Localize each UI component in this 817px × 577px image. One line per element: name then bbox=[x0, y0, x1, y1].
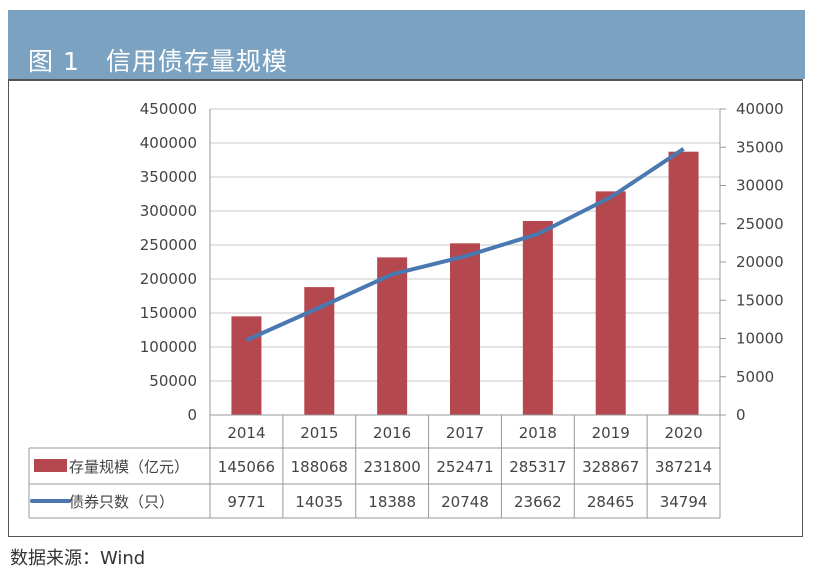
x-tick-label: 2020 bbox=[664, 424, 702, 442]
x-tick-label: 2014 bbox=[227, 424, 265, 442]
left-tick-label: 450000 bbox=[140, 100, 197, 118]
legend-bar-swatch bbox=[34, 459, 67, 472]
bar-2017 bbox=[450, 243, 480, 415]
right-tick-label: 5000 bbox=[736, 368, 774, 386]
x-tick-label: 2017 bbox=[446, 424, 484, 442]
left-tick-label: 0 bbox=[187, 406, 197, 424]
right-tick-label: 35000 bbox=[736, 138, 784, 156]
table-cell-count: 20748 bbox=[441, 493, 489, 511]
table-cell-count: 14035 bbox=[295, 493, 343, 511]
x-tick-label: 2016 bbox=[373, 424, 411, 442]
right-tick-label: 25000 bbox=[736, 215, 784, 233]
left-tick-label: 150000 bbox=[140, 304, 197, 322]
right-tick-label: 20000 bbox=[736, 253, 784, 271]
bar-2020 bbox=[668, 151, 699, 416]
table-cell-count: 23662 bbox=[514, 493, 562, 511]
table-cell-count: 28465 bbox=[587, 493, 635, 511]
left-tick-label: 200000 bbox=[140, 270, 197, 288]
table-cell-volume: 387214 bbox=[655, 458, 712, 476]
title-banner: 图 1 信用债存量规模 bbox=[8, 10, 805, 79]
left-tick-label: 400000 bbox=[140, 134, 197, 152]
table-cell-volume: 145066 bbox=[218, 458, 275, 476]
x-tick-label: 2015 bbox=[300, 424, 338, 442]
legend-label-count: 债券只数（只） bbox=[69, 493, 174, 511]
left-tick-label: 350000 bbox=[140, 168, 197, 186]
right-tick-label: 0 bbox=[736, 406, 746, 424]
table-cell-count: 9771 bbox=[227, 493, 265, 511]
left-tick-label: 50000 bbox=[149, 372, 197, 390]
right-tick-label: 30000 bbox=[736, 177, 784, 195]
bar-2016 bbox=[377, 257, 408, 415]
table-cell-count: 34794 bbox=[660, 493, 708, 511]
bar-2019 bbox=[595, 191, 626, 415]
table-cell-volume: 252471 bbox=[436, 458, 493, 476]
bar-2018 bbox=[522, 220, 553, 415]
chart-frame bbox=[8, 79, 803, 537]
legend-label-volume: 存量规模（亿元） bbox=[69, 458, 189, 476]
table-cell-volume: 188068 bbox=[291, 458, 348, 476]
right-tick-label: 40000 bbox=[736, 100, 784, 118]
bar-2014 bbox=[231, 316, 262, 415]
left-tick-label: 300000 bbox=[140, 202, 197, 220]
table-cell-volume: 328867 bbox=[582, 458, 639, 476]
left-tick-label: 250000 bbox=[140, 236, 197, 254]
table-cell-count: 18388 bbox=[368, 493, 416, 511]
x-tick-label: 2018 bbox=[519, 424, 557, 442]
source-note: 数据来源：Wind bbox=[10, 548, 146, 569]
table-cell-volume: 285317 bbox=[509, 458, 566, 476]
left-tick-label: 100000 bbox=[140, 338, 197, 356]
chart-title: 图 1 信用债存量规模 bbox=[28, 47, 288, 76]
right-tick-label: 15000 bbox=[736, 291, 784, 309]
x-tick-label: 2019 bbox=[592, 424, 630, 442]
table-cell-volume: 231800 bbox=[364, 458, 421, 476]
right-tick-label: 10000 bbox=[736, 330, 784, 348]
